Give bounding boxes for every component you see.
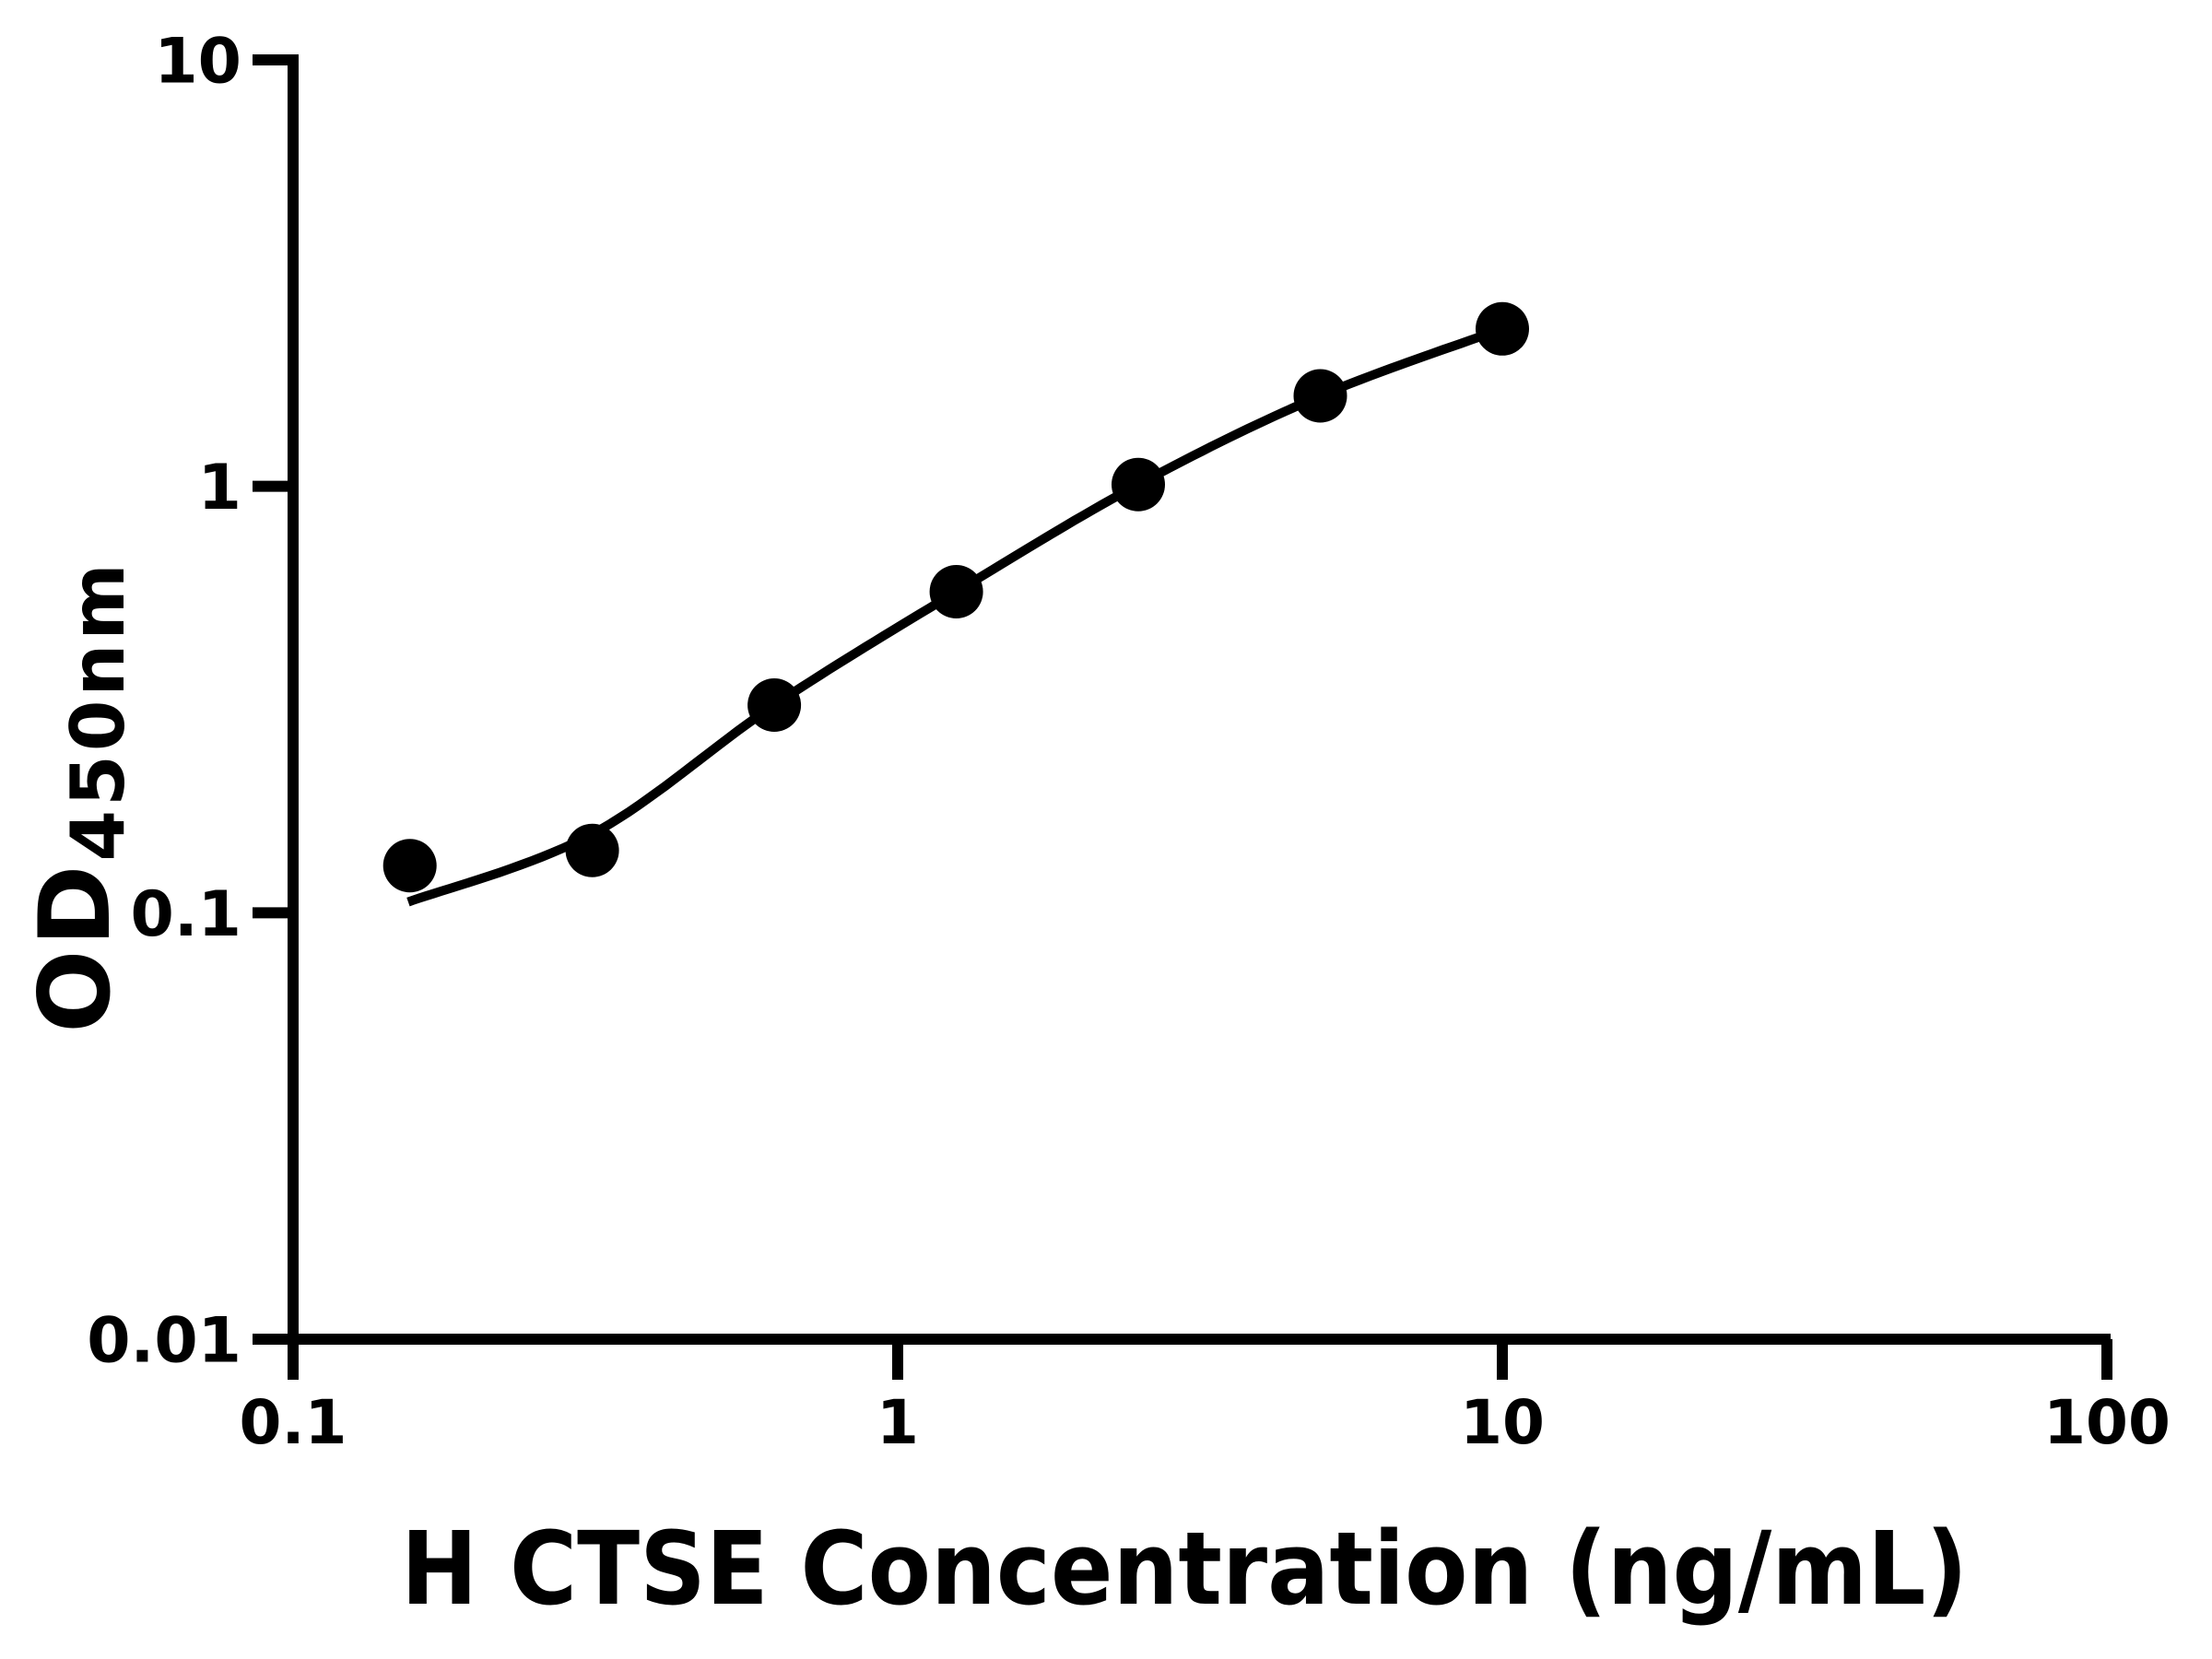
data-point (1476, 301, 1529, 356)
data-point (1112, 457, 1165, 512)
data-point (1293, 369, 1347, 423)
y-axis-title-subscript: 450nm (55, 559, 141, 861)
data-point (929, 565, 983, 618)
y-axis-title-main: OD (18, 862, 132, 1033)
x-tick-label: 100 (2043, 1387, 2171, 1458)
y-tick-label: 0.1 (131, 878, 241, 951)
x-tick-label: 10 (1460, 1387, 1545, 1458)
y-tick-label: 1 (198, 452, 241, 524)
y-tick-label: 0.01 (87, 1304, 241, 1377)
data-point (747, 678, 802, 732)
y-tick-label: 10 (154, 25, 241, 98)
data-point (382, 839, 437, 893)
y-axis-title: OD450nm (18, 559, 141, 1032)
x-tick-label: 1 (877, 1387, 919, 1458)
x-tick-label: 0.1 (240, 1387, 347, 1458)
data-point (565, 823, 619, 877)
x-axis-title: H CTSE Concentration (ng/mL) (401, 1510, 1968, 1628)
